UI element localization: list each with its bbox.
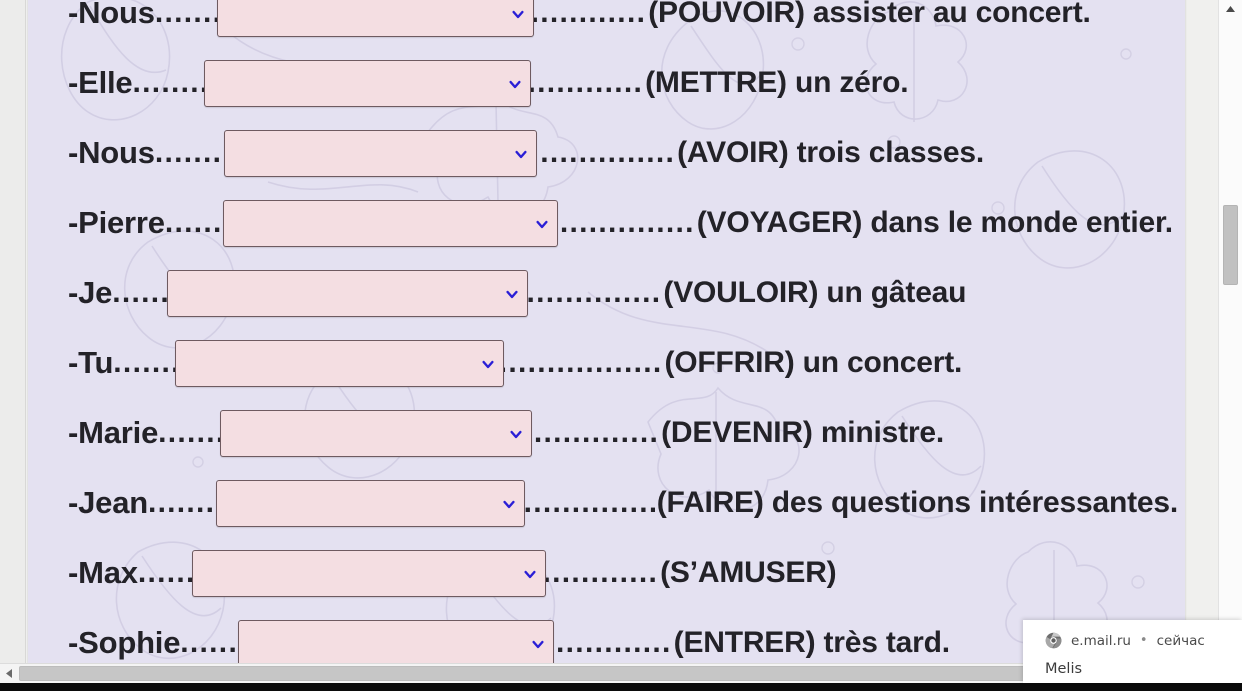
exercise-subject: -Tu [68, 345, 114, 380]
exercise-subject: -Je [68, 275, 113, 310]
exercise-verb-prompt: (FAIRE) des questions intéressantes. [656, 486, 1178, 519]
exercise-verb-prompt: (VOULOIR) un gâteau [663, 276, 967, 309]
chevron-down-icon[interactable] [523, 567, 537, 581]
horizontal-scrollbar[interactable] [0, 663, 1242, 683]
chevron-down-icon[interactable] [531, 637, 545, 651]
exercise-verb-prompt: (S’AMUSER) [660, 556, 837, 589]
exercise-verb-prompt: (OFFRIR) un concert. [664, 346, 963, 379]
dotted-rule-lead: .. [154, 136, 175, 169]
verb-form-select[interactable] [175, 340, 504, 387]
notification-source: e.mail.ru [1071, 632, 1131, 649]
exercise-verb-prompt: (VOYAGER) dans le monde entier. [696, 206, 1173, 239]
dotted-rule-lead: ... [132, 66, 162, 99]
notification-header: e.mail.ru • сейчас [1045, 632, 1242, 649]
verb-form-select[interactable] [204, 60, 531, 107]
vertical-scrollbar-thumb[interactable] [1223, 205, 1238, 285]
exercise-subject: -Nous [68, 135, 155, 170]
chevron-down-icon[interactable] [511, 7, 525, 21]
chevron-down-icon[interactable] [509, 427, 523, 441]
verb-form-select[interactable] [238, 620, 554, 663]
vertical-scrollbar[interactable] [1218, 0, 1242, 663]
notification-body: Melis [1045, 661, 1083, 677]
verb-form-select[interactable] [224, 130, 537, 177]
dotted-rule-lead: . [137, 556, 148, 589]
verb-form-select[interactable] [192, 550, 546, 597]
exercise-subject: -Max [68, 555, 138, 590]
exercise-line: -Sophie ................................… [68, 608, 1178, 663]
verb-form-select[interactable] [217, 0, 534, 37]
chevron-down-icon[interactable] [514, 147, 528, 161]
chrome-icon [1045, 632, 1062, 649]
exercise-verb-prompt: (DEVENIR) ministre. [661, 416, 945, 449]
notification-separator: • [1139, 633, 1148, 648]
chevron-down-icon[interactable] [481, 357, 495, 371]
notification-time: сейчас [1156, 632, 1205, 649]
exercise-verb-prompt: (AVOIR) trois classes. [677, 136, 984, 169]
verb-form-select[interactable] [220, 410, 532, 457]
verb-form-select[interactable] [223, 200, 558, 247]
exercise-subject: -Marie [68, 415, 159, 450]
dotted-rule-lead: .. [147, 486, 168, 519]
verb-form-select[interactable] [216, 480, 525, 527]
exercise-verb-prompt: (ENTRER) très tard. [673, 626, 950, 659]
exercise-verb-prompt: (POUVOIR) assister au concert. [648, 0, 1091, 29]
viewer-right-gutter [1185, 0, 1218, 663]
chevron-down-icon[interactable] [535, 217, 549, 231]
exercise-subject: -Nous [68, 0, 155, 30]
viewer-left-gutter [0, 0, 26, 663]
browser-viewport: -Nous ..................................… [0, 0, 1242, 663]
exercise-subject: -Jean [68, 485, 148, 520]
notification-toast[interactable]: e.mail.ru • сейчас Melis [1023, 620, 1242, 683]
dotted-rule-lead: . [158, 416, 168, 449]
taskbar [0, 683, 1242, 691]
dotted-rule-lead: ... [112, 276, 142, 309]
exercise-verb-prompt: (METTRE) un zéro. [645, 66, 909, 99]
exercise-subject: -Pierre [68, 205, 165, 240]
verb-form-select[interactable] [167, 270, 528, 317]
worksheet-page: -Nous ..................................… [28, 0, 1185, 663]
exercise-subject: -Elle [68, 65, 133, 100]
scroll-left-arrow-icon[interactable] [0, 664, 17, 683]
dotted-rule-lead: ... [113, 346, 143, 379]
chevron-down-icon[interactable] [508, 77, 522, 91]
exercise-subject: -Sophie [68, 625, 181, 660]
scroll-up-arrow-icon[interactable] [1219, 0, 1242, 18]
dotted-rule-lead: . [180, 626, 190, 659]
dotted-rule-lead: ..... [164, 206, 214, 239]
chevron-down-icon[interactable] [505, 287, 519, 301]
chevron-down-icon[interactable] [502, 497, 516, 511]
